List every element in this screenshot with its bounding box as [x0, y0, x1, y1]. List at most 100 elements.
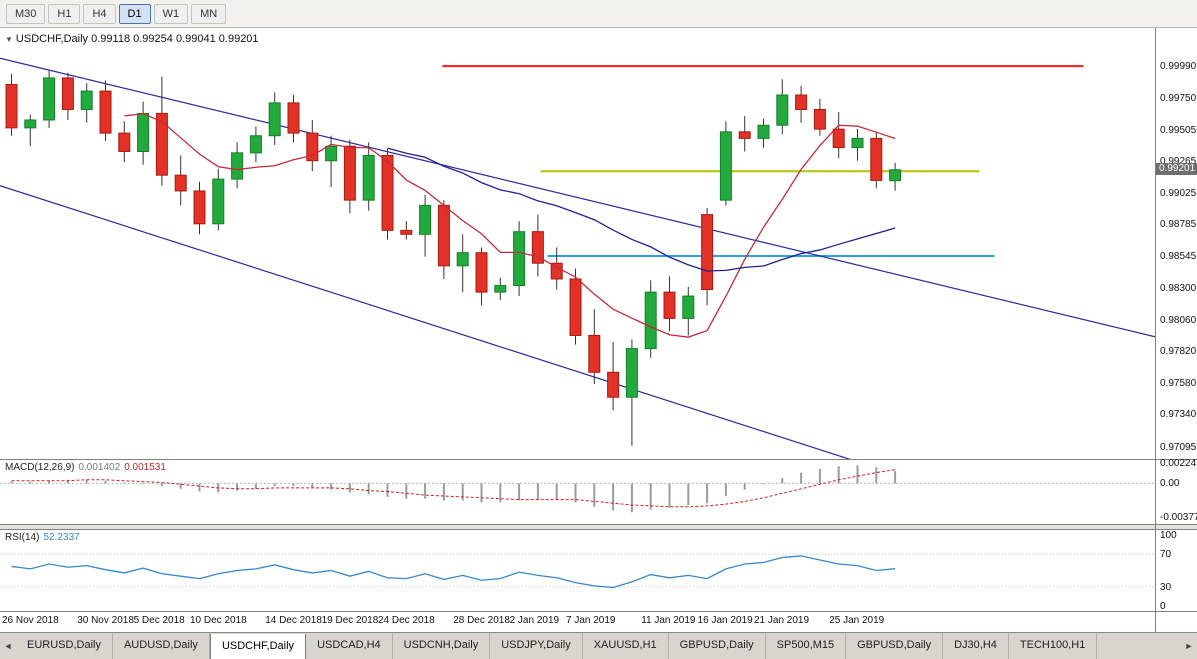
price-axis-border	[1155, 28, 1156, 632]
candle	[99, 90, 112, 134]
candle	[381, 154, 394, 231]
candle	[118, 132, 131, 153]
candle	[719, 131, 732, 201]
price-axis-tick: 0.99750	[1160, 92, 1197, 104]
chart-title: ▼ USDCHF,Daily 0.99118 0.99254 0.99041 0.…	[5, 33, 259, 45]
macd-signal-value: 0.001531	[124, 462, 166, 473]
candle	[701, 214, 714, 290]
candle	[550, 262, 563, 280]
timeframe-button-h1[interactable]: H1	[48, 3, 81, 24]
price-axis-tick: 0.99505	[1160, 124, 1197, 136]
candle	[663, 291, 676, 319]
candle	[400, 229, 413, 235]
rsi-date-axis-border	[0, 611, 1197, 612]
candle	[494, 285, 507, 293]
timeframe-toolbar: M30 H1 H4 D1 W1 MN	[0, 0, 1197, 28]
date-axis-label: 25 Jan 2019	[829, 615, 885, 626]
price-axis-tick: 0.98060	[1160, 314, 1197, 326]
chart-tab-usdcnh-daily[interactable]: USDCNH,Daily	[393, 633, 491, 659]
candle	[43, 77, 56, 121]
timeframe-button-h4[interactable]: H4	[83, 3, 116, 24]
candle	[682, 295, 695, 319]
ma-slow-line	[387, 147, 896, 272]
candle	[174, 174, 187, 192]
chart-tab-usdjpy-daily[interactable]: USDJPY,Daily	[490, 633, 583, 659]
rsi-pane-top-border	[0, 529, 1197, 530]
chart-tab-usdcad-h4[interactable]: USDCAD,H4	[306, 633, 393, 659]
chart-tab-bar: ◄ EURUSD,Daily AUDUSD,Daily USDCHF,Daily US…	[0, 632, 1197, 659]
date-axis-label: 30 Nov 2018	[77, 615, 134, 626]
chart-tab-xauusd-h1[interactable]: XAUUSD,H1	[583, 633, 669, 659]
candle	[832, 128, 845, 149]
candle	[231, 152, 244, 180]
chart-tab-audusd-daily[interactable]: AUDUSD,Daily	[113, 633, 210, 659]
timeframe-button-d1[interactable]: D1	[118, 3, 151, 24]
macd-main-value: 0.001402	[78, 462, 121, 473]
date-axis-label: 5 Dec 2018	[133, 615, 185, 626]
date-axis-label: 14 Dec 2018	[265, 615, 322, 626]
macd-indicator-canvas[interactable]	[0, 460, 1155, 523]
timeframe-button-m30[interactable]: M30	[6, 3, 46, 24]
timeframe-button-mn[interactable]: MN	[191, 3, 227, 24]
date-axis-label: 24 Dec 2018	[378, 615, 435, 626]
macd-axis-tick: 0.00	[1160, 478, 1180, 490]
date-axis-label: 26 Nov 2018	[2, 615, 59, 626]
chart-tab-eurusd-daily[interactable]: EURUSD,Daily	[16, 633, 113, 659]
chart-tab-gbpusd-daily[interactable]: GBPUSD,Daily	[846, 633, 944, 659]
price-axis-tick: 0.98785	[1160, 219, 1197, 231]
macd-signal-line	[11, 469, 896, 508]
macd-indicator-label: MACD(12,26,9) 0.001402 0.001531	[5, 462, 166, 473]
chart-tab-dj30-h4[interactable]: DJ30,H4	[943, 633, 1009, 659]
price-axis-tick: 0.99990	[1160, 61, 1197, 73]
macd-rsi-splitter[interactable]	[0, 524, 1197, 525]
date-axis-label: 11 Jan 2019	[641, 615, 696, 626]
candle	[5, 84, 18, 129]
chart-tab-sp500-m15[interactable]: SP500,M15	[766, 633, 847, 659]
chart-tab-usdchf-daily[interactable]: USDCHF,Daily	[209, 634, 307, 659]
candle	[513, 231, 526, 287]
rsi-axis-tick: 100	[1160, 530, 1177, 541]
macd-axis-tick: -0.003776	[1160, 512, 1197, 524]
price-macd-splitter[interactable]	[0, 459, 1197, 460]
candle	[249, 135, 262, 154]
chart-low-value: 0.99041	[175, 33, 216, 45]
collapse-chart-icon[interactable]: ▼	[5, 35, 13, 44]
rsi-value: 52.2337	[43, 532, 80, 543]
chart-close-value: 0.99201	[218, 33, 259, 45]
tab-scroll-right-icon[interactable]: ►	[1184, 641, 1194, 651]
price-axis-tick: 0.98545	[1160, 250, 1197, 262]
timeframe-buttons: M30 H1 H4 D1 W1 MN	[6, 3, 227, 24]
chart-open-value: 0.99118	[91, 33, 131, 45]
date-axis-label: 7 Jan 2019	[566, 615, 616, 626]
candle	[343, 145, 356, 201]
date-axis-label: 2 Jan 2019	[509, 615, 560, 626]
candle	[851, 137, 864, 149]
candle	[419, 204, 432, 235]
rsi-indicator-canvas[interactable]	[0, 530, 1155, 611]
candle	[644, 291, 657, 350]
candle	[625, 348, 638, 398]
candle	[24, 119, 37, 129]
candle	[531, 231, 544, 264]
chart-tab-gbpusd-daily[interactable]: GBPUSD,Daily	[669, 633, 766, 659]
rsi-axis-tick: 30	[1160, 581, 1172, 593]
tab-scroll-left-icon[interactable]: ◄	[3, 641, 13, 651]
price-axis-tick: 0.97820	[1160, 346, 1197, 358]
splitter-band	[0, 525, 1197, 529]
candle	[362, 154, 375, 201]
candle	[607, 371, 620, 398]
timeframe-button-w1[interactable]: W1	[153, 3, 189, 24]
candle	[776, 94, 789, 126]
candle	[61, 77, 74, 110]
candle	[456, 252, 469, 267]
rsi-line	[11, 555, 896, 589]
chart-tab-tech100-h1[interactable]: TECH100,H1	[1009, 633, 1098, 659]
ma-fast-line	[124, 113, 896, 338]
candle	[155, 112, 168, 176]
price-axis-tick: 0.97580	[1160, 377, 1197, 389]
price-chart-canvas[interactable]	[0, 28, 1155, 459]
date-axis-label: 21 Jan 2019	[754, 615, 810, 626]
candle	[795, 94, 808, 110]
chart-symbol-period: USDCHF,Daily	[15, 33, 89, 45]
rsi-axis-tick: 70	[1160, 549, 1172, 561]
